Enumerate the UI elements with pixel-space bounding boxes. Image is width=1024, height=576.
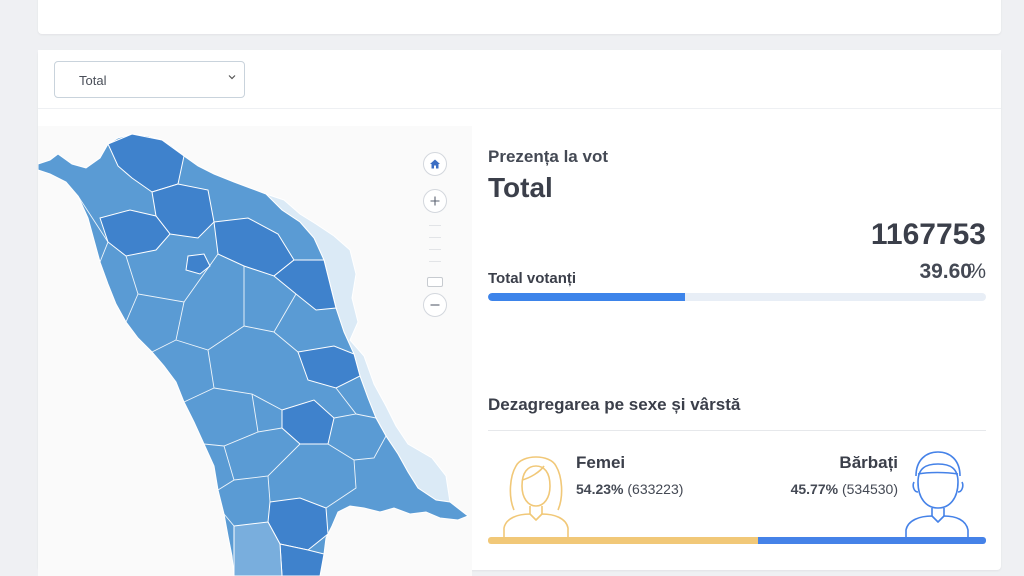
map-region-chisinau[interactable] bbox=[185, 253, 211, 275]
zoom-slider-tick bbox=[429, 237, 441, 238]
turnout-percent-sign: % bbox=[967, 260, 986, 283]
breakdown-title: Dezagregarea pe sexe și vârstă bbox=[488, 395, 741, 414]
map-panel[interactable] bbox=[38, 126, 472, 576]
gender-split-bar bbox=[488, 537, 986, 544]
map-main-territory[interactable] bbox=[38, 133, 469, 576]
turnout-percent: 39.60 bbox=[919, 260, 972, 283]
zoom-slider-tick bbox=[429, 225, 441, 226]
turnout-title: Total bbox=[488, 172, 553, 203]
turnout-panel: Prezența la vot Total 1167753 39.60 % To… bbox=[488, 50, 986, 570]
total-voters-count: 1167753 bbox=[870, 218, 986, 251]
moldova-map[interactable] bbox=[38, 126, 472, 576]
turnout-progress-bar bbox=[488, 293, 986, 301]
filter-bar: Total bbox=[38, 50, 1001, 109]
male-label: Bărbați bbox=[839, 453, 898, 472]
map-region-north-3[interactable] bbox=[99, 209, 171, 257]
region-select[interactable]: Total bbox=[54, 61, 245, 98]
female-count: (633223) bbox=[627, 481, 684, 497]
zoom-slider-tick bbox=[429, 249, 441, 250]
turnout-label: Prezența la vot bbox=[488, 147, 608, 166]
map-home-button[interactable] bbox=[423, 152, 447, 176]
top-card bbox=[38, 0, 1001, 34]
total-voters-label: Total votanți bbox=[488, 270, 577, 287]
chevron-down-icon bbox=[228, 75, 236, 80]
turnout-progress-fill bbox=[488, 293, 686, 301]
map-zoom-in-button[interactable] bbox=[423, 189, 447, 213]
female-stats: 54.23% (633223) bbox=[576, 481, 683, 497]
female-label: Femei bbox=[576, 453, 626, 472]
gender-bar-male bbox=[758, 537, 986, 544]
map-region-center-1[interactable] bbox=[297, 345, 361, 389]
gender-bar-female bbox=[488, 537, 759, 544]
home-icon bbox=[430, 159, 440, 169]
region-select-value: Total bbox=[79, 73, 107, 88]
zoom-slider-handle[interactable] bbox=[427, 277, 443, 287]
results-card: Total bbox=[38, 50, 1001, 576]
female-percent: 54.23% bbox=[576, 481, 624, 497]
map-zoom-out-button[interactable] bbox=[423, 293, 447, 317]
male-stats: 45.77% (534530) bbox=[791, 481, 898, 497]
section-divider bbox=[488, 430, 986, 431]
male-percent: 45.77% bbox=[790, 481, 839, 497]
male-count: (534530) bbox=[841, 481, 898, 497]
zoom-in-icon bbox=[430, 196, 440, 206]
zoom-slider-tick bbox=[429, 261, 441, 262]
female-avatar-icon bbox=[503, 456, 569, 540]
map-region-north-5[interactable] bbox=[273, 259, 337, 311]
male-avatar-icon bbox=[905, 451, 969, 540]
zoom-out-icon bbox=[430, 304, 440, 306]
